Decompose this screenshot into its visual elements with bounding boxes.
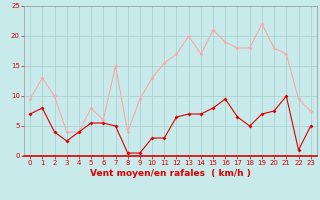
X-axis label: Vent moyen/en rafales  ( km/h ): Vent moyen/en rafales ( km/h )	[90, 169, 251, 178]
